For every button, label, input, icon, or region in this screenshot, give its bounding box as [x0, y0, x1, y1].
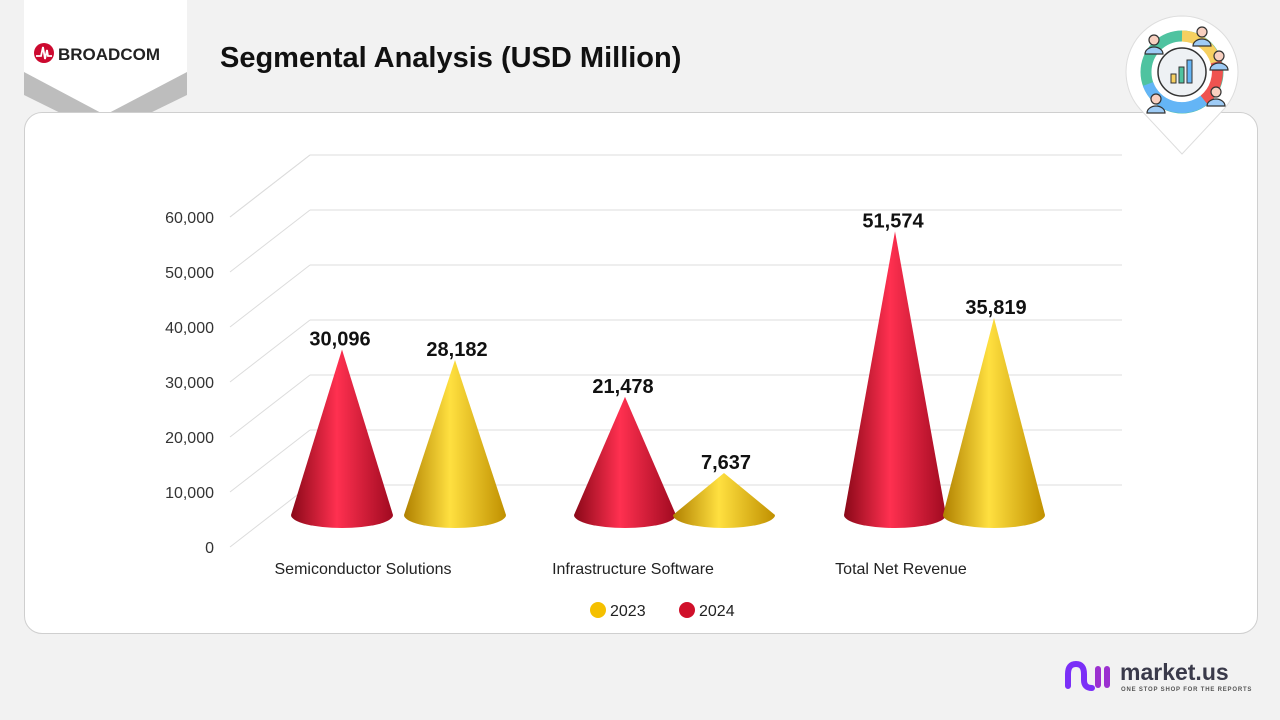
- cone-2023: [404, 359, 506, 528]
- market-us-text: market.us: [1120, 659, 1229, 685]
- legend-marker-2024: [679, 602, 695, 618]
- x-tick-label: Infrastructure Software: [552, 561, 714, 578]
- chart-card: [24, 112, 1258, 634]
- data-label: 28,182: [426, 339, 487, 361]
- gridline-depth: [229, 319, 311, 383]
- page-title: Segmental Analysis (USD Million): [220, 42, 682, 74]
- cone-2023: [943, 317, 1045, 528]
- gridline-depth: [229, 209, 311, 273]
- gridline-depth: [229, 484, 311, 548]
- gridline-depth: [229, 264, 311, 328]
- data-label: 7,637: [701, 452, 751, 474]
- gridline-depth: [229, 429, 311, 493]
- y-tick-label: 20,000: [165, 430, 214, 447]
- y-tick-label: 30,000: [165, 375, 214, 392]
- analytics-icon-badge: [1124, 14, 1240, 159]
- data-label: 51,574: [862, 210, 924, 232]
- market-us-tagline: ONE STOP SHOP FOR THE REPORTS: [1121, 687, 1252, 693]
- gridline-depth: [229, 154, 311, 218]
- analytics-people-chart-icon: [1125, 15, 1239, 155]
- cone-2024: [844, 231, 946, 528]
- data-label: 35,819: [965, 297, 1026, 319]
- broadcom-logo-text: BROADCOM: [58, 45, 160, 64]
- cone-2023: [673, 472, 775, 528]
- legend-label: 2023: [610, 603, 646, 620]
- x-tick-label: Total Net Revenue: [835, 561, 967, 578]
- x-tick-label: Semiconductor Solutions: [275, 561, 452, 578]
- gridline-depth: [229, 374, 311, 438]
- y-tick-label: 40,000: [165, 320, 214, 337]
- y-tick-label: 10,000: [165, 485, 214, 502]
- data-label: 21,478: [592, 376, 653, 398]
- market-us-logo: market.us ONE STOP SHOP FOR THE REPORTS: [1062, 656, 1262, 701]
- y-tick-label: 60,000: [165, 210, 214, 227]
- cone-2024: [574, 396, 676, 528]
- legend-marker-2023: [590, 602, 606, 618]
- y-tick-label: 50,000: [165, 265, 214, 282]
- data-label: 30,096: [309, 328, 370, 350]
- y-tick-label: 0: [205, 540, 214, 557]
- cone-2024: [291, 349, 393, 528]
- legend-label: 2024: [699, 603, 735, 620]
- broadcom-logo-tab: BROADCOM: [24, 0, 187, 140]
